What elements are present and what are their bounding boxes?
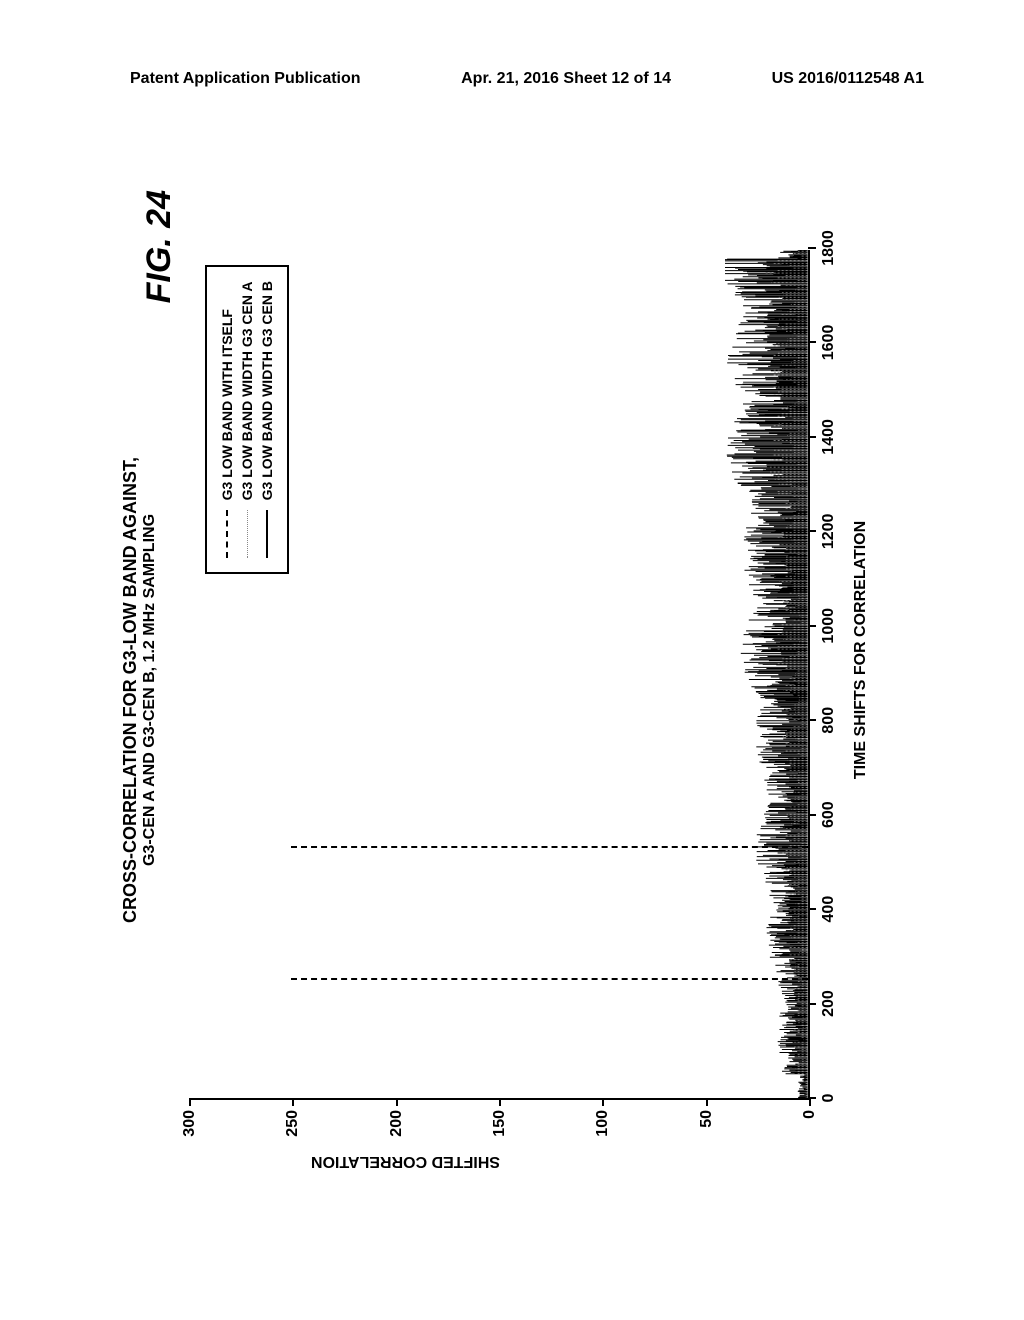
- legend-swatch: [247, 510, 248, 558]
- x-tick-label: 600: [820, 801, 838, 828]
- noise-band: [725, 250, 808, 1098]
- header-left: Patent Application Publication: [130, 70, 361, 88]
- x-tick-label: 1600: [820, 325, 838, 361]
- y-tick-label: 100: [594, 1110, 612, 1137]
- legend-label: G3 LOW BAND WITH ITSELF: [219, 309, 235, 500]
- y-tick-label: 300: [181, 1110, 199, 1137]
- autocorr-peak: [291, 846, 808, 848]
- x-tick: [808, 341, 816, 343]
- x-tick: [808, 530, 816, 532]
- legend-row: G3 LOW BAND WITH ITSELF: [219, 281, 235, 558]
- figure-label: FIG. 24: [140, 190, 179, 303]
- x-tick-label: 1200: [820, 514, 838, 550]
- x-axis-title: TIME SHIFTS FOR CORRELATION: [852, 521, 870, 779]
- y-tick: [292, 1098, 294, 1106]
- y-tick-label: 150: [491, 1110, 509, 1137]
- x-tick: [808, 908, 816, 910]
- x-tick-label: 1400: [820, 419, 838, 455]
- legend: G3 LOW BAND WITH ITSELFG3 LOW BAND WIDTH…: [205, 265, 289, 574]
- y-tick-label: 200: [388, 1110, 406, 1137]
- x-tick: [808, 436, 816, 438]
- x-tick: [808, 625, 816, 627]
- plot-box: G3 LOW BAND WITH ITSELFG3 LOW BAND WIDTH…: [190, 250, 810, 1100]
- x-tick-label: 400: [820, 896, 838, 923]
- legend-swatch: [266, 510, 268, 558]
- y-tick-label: 250: [284, 1110, 302, 1137]
- figure-wrap: CROSS-CORRELATION FOR G3-LOW BAND AGAINS…: [120, 200, 900, 1180]
- y-tick-label: 50: [698, 1110, 716, 1128]
- y-tick: [189, 1098, 191, 1106]
- noise-svg: [725, 250, 808, 1098]
- y-tick-label: 0: [801, 1110, 819, 1119]
- y-tick: [809, 1098, 811, 1106]
- x-tick: [808, 1003, 816, 1005]
- legend-label: G3 LOW BAND WIDTH G3 CEN B: [259, 281, 275, 500]
- y-axis-title: SHIFTED CORRELATION: [311, 1152, 500, 1170]
- y-tick: [706, 1098, 708, 1106]
- header-right: US 2016/0112548 A1: [772, 70, 924, 88]
- y-tick: [396, 1098, 398, 1106]
- x-tick: [808, 247, 816, 249]
- x-tick: [808, 719, 816, 721]
- page-header: Patent Application Publication Apr. 21, …: [0, 70, 1024, 88]
- legend-row: G3 LOW BAND WIDTH G3 CEN A: [239, 281, 255, 558]
- header-center: Apr. 21, 2016 Sheet 12 of 14: [461, 70, 671, 88]
- x-tick-label: 0: [820, 1094, 838, 1103]
- autocorr-peak: [291, 978, 808, 980]
- legend-swatch: [226, 510, 228, 558]
- x-tick: [808, 814, 816, 816]
- x-tick-label: 200: [820, 990, 838, 1017]
- chart-title: CROSS-CORRELATION FOR G3-LOW BAND AGAINS…: [120, 200, 159, 1180]
- x-tick-label: 1800: [820, 230, 838, 266]
- x-tick: [808, 1097, 816, 1099]
- legend-row: G3 LOW BAND WIDTH G3 CEN B: [259, 281, 275, 558]
- legend-label: G3 LOW BAND WIDTH G3 CEN A: [239, 282, 255, 501]
- chart-title-line1: CROSS-CORRELATION FOR G3-LOW BAND AGAINS…: [120, 200, 141, 1180]
- x-tick-label: 1000: [820, 608, 838, 644]
- figure-rotated-canvas: CROSS-CORRELATION FOR G3-LOW BAND AGAINS…: [120, 200, 900, 1180]
- chart-title-line2: G3-CEN A AND G3-CEN B, 1.2 MHz SAMPLING: [141, 200, 159, 1180]
- y-tick: [602, 1098, 604, 1106]
- y-tick: [499, 1098, 501, 1106]
- x-tick-label: 800: [820, 707, 838, 734]
